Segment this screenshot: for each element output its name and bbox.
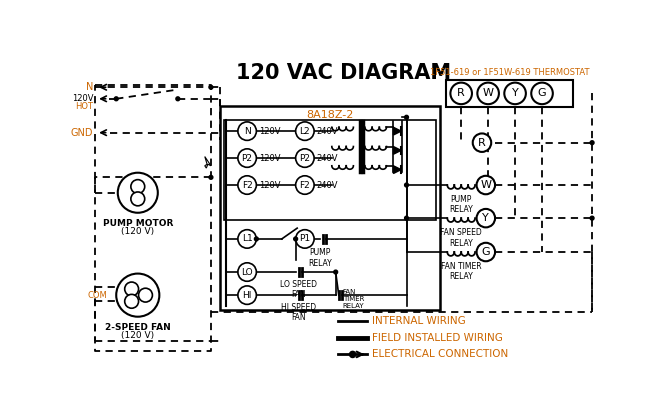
Text: W: W	[482, 88, 494, 98]
Text: COM: COM	[87, 291, 107, 300]
Text: GND: GND	[70, 128, 93, 138]
Text: G: G	[482, 247, 490, 257]
Text: PUMP
RELAY: PUMP RELAY	[450, 195, 473, 215]
Text: 240V: 240V	[316, 181, 338, 189]
Text: (120 V): (120 V)	[121, 331, 154, 339]
Circle shape	[125, 295, 139, 308]
Text: LO SPEED
FAN: LO SPEED FAN	[280, 280, 317, 299]
Circle shape	[131, 192, 145, 206]
Circle shape	[238, 122, 257, 140]
Circle shape	[125, 282, 139, 296]
Text: 1F51-619 or 1F51W-619 THERMOSTAT: 1F51-619 or 1F51W-619 THERMOSTAT	[429, 68, 589, 77]
Circle shape	[476, 209, 495, 228]
Circle shape	[477, 83, 499, 104]
Circle shape	[118, 173, 158, 213]
Circle shape	[295, 122, 314, 140]
Circle shape	[476, 243, 495, 261]
Text: F2: F2	[299, 181, 310, 189]
Text: 8A18Z-2: 8A18Z-2	[306, 110, 354, 120]
Text: L2: L2	[299, 127, 310, 136]
Circle shape	[505, 83, 526, 104]
Text: N: N	[86, 82, 93, 92]
Text: N: N	[244, 127, 251, 136]
Circle shape	[405, 216, 409, 220]
Text: R: R	[478, 138, 486, 147]
Text: P2: P2	[299, 154, 310, 163]
Text: (120 V): (120 V)	[121, 227, 154, 235]
Circle shape	[405, 115, 409, 119]
Circle shape	[116, 274, 159, 317]
Text: HOT: HOT	[75, 102, 93, 111]
Polygon shape	[393, 166, 401, 173]
Text: 120V: 120V	[259, 181, 280, 189]
Text: Y: Y	[482, 213, 489, 223]
Circle shape	[473, 133, 491, 152]
Circle shape	[476, 176, 495, 194]
Text: ELECTRICAL CONNECTION: ELECTRICAL CONNECTION	[372, 349, 508, 360]
Text: LO: LO	[119, 286, 128, 292]
FancyBboxPatch shape	[446, 80, 573, 107]
Text: LO: LO	[241, 268, 253, 277]
FancyBboxPatch shape	[220, 106, 440, 310]
Text: HI SPEED
FAN: HI SPEED FAN	[281, 303, 316, 322]
Circle shape	[209, 85, 213, 89]
Polygon shape	[205, 157, 211, 168]
Circle shape	[209, 176, 213, 179]
Text: FAN SPEED
RELAY: FAN SPEED RELAY	[440, 228, 482, 248]
Text: W: W	[480, 180, 491, 190]
Text: FIELD INSTALLED WIRING: FIELD INSTALLED WIRING	[372, 333, 502, 343]
Circle shape	[531, 83, 553, 104]
Circle shape	[590, 216, 594, 220]
Circle shape	[131, 180, 145, 194]
Circle shape	[405, 183, 409, 187]
Circle shape	[238, 286, 257, 304]
Text: G: G	[538, 88, 546, 98]
Text: HI: HI	[243, 291, 252, 300]
Circle shape	[255, 237, 259, 241]
Circle shape	[293, 237, 297, 241]
Text: P1: P1	[299, 234, 310, 243]
Text: F2: F2	[242, 181, 253, 189]
Circle shape	[295, 149, 314, 167]
Text: 120 VAC DIAGRAM: 120 VAC DIAGRAM	[236, 62, 451, 83]
Circle shape	[295, 230, 314, 248]
Text: 120V: 120V	[259, 127, 280, 136]
Circle shape	[295, 176, 314, 194]
Text: HI: HI	[119, 298, 127, 304]
Circle shape	[238, 149, 257, 167]
Text: 2-SPEED FAN: 2-SPEED FAN	[105, 323, 171, 332]
Circle shape	[115, 97, 118, 101]
Text: FAN TIMER
RELAY: FAN TIMER RELAY	[441, 262, 482, 282]
Circle shape	[176, 97, 180, 101]
Text: 240V: 240V	[316, 154, 338, 163]
Text: PUMP MOTOR: PUMP MOTOR	[103, 219, 173, 228]
Text: P2: P2	[242, 154, 253, 163]
Circle shape	[238, 176, 257, 194]
Circle shape	[350, 352, 356, 357]
Circle shape	[139, 288, 152, 302]
Circle shape	[238, 263, 257, 281]
Text: INTERNAL WIRING: INTERNAL WIRING	[372, 316, 466, 326]
Text: FAN
TIMER
RELAY: FAN TIMER RELAY	[342, 289, 364, 309]
Text: 120V: 120V	[259, 154, 280, 163]
Text: PUMP
RELAY: PUMP RELAY	[308, 248, 332, 268]
Polygon shape	[393, 127, 401, 135]
Text: L1: L1	[242, 234, 253, 243]
Polygon shape	[393, 147, 401, 154]
Text: 240V: 240V	[316, 127, 338, 136]
Circle shape	[238, 230, 257, 248]
Circle shape	[450, 83, 472, 104]
Text: 120V: 120V	[72, 94, 93, 103]
Text: Y: Y	[512, 88, 519, 98]
Circle shape	[590, 141, 594, 145]
Circle shape	[334, 270, 338, 274]
Text: R: R	[458, 88, 465, 98]
